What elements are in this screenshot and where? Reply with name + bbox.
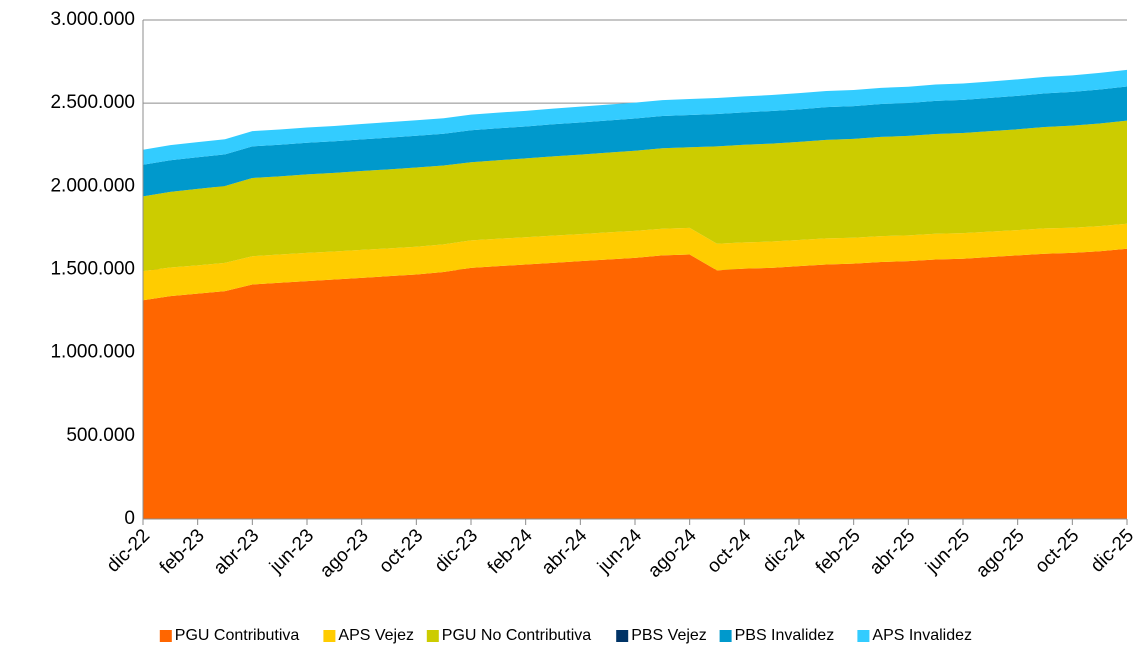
- y-tick-label: 2.500.000: [50, 92, 135, 113]
- x-tick-label: oct-25: [1031, 525, 1083, 577]
- legend-text: PGU Contributiva: [175, 627, 300, 644]
- legend-swatch: [719, 630, 732, 642]
- x-tick-label: dic-23: [431, 525, 482, 576]
- y-tick-label: 1.500.000: [50, 259, 135, 280]
- legend-text: PBS Invalidez: [735, 627, 835, 644]
- x-tick-label: dic-24: [759, 525, 811, 577]
- x-tick-label: feb-23: [156, 525, 209, 578]
- y-tick-label: 3.000.000: [50, 9, 135, 30]
- x-tick-label: dic-25: [1087, 525, 1135, 576]
- x-tick-label: ago-23: [316, 525, 373, 582]
- area: [143, 248, 1127, 520]
- legend-text: APS Vejez: [338, 627, 414, 644]
- y-tick-label: 1.000.000: [50, 342, 135, 363]
- area: [143, 86, 1127, 197]
- y-tick-label: 500.000: [66, 425, 135, 446]
- x-tick-label: feb-25: [812, 525, 865, 578]
- legend-swatch: [426, 630, 439, 642]
- y-tick-label: 2.000.000: [50, 175, 135, 196]
- legend-text: PBS Vejez: [631, 627, 707, 644]
- x-tick-label: jun-24: [593, 525, 646, 578]
- legend-swatch: [323, 630, 336, 642]
- x-tick-label: feb-24: [484, 525, 537, 578]
- x-tick-label: jun-23: [265, 525, 318, 578]
- legend-swatch: [857, 630, 870, 642]
- y-tick-label: 0: [124, 508, 135, 529]
- area: [143, 69, 1127, 165]
- legend-text: APS Invalidez: [872, 627, 972, 644]
- x-tick-label: dic-22: [103, 525, 154, 576]
- legend-text: PGU No Contributiva: [442, 627, 591, 644]
- x-tick-label: ago-24: [644, 525, 701, 582]
- x-tick-label: oct-23: [375, 525, 427, 577]
- x-tick-label: abr-25: [866, 525, 920, 579]
- x-tick-label: jun-25: [921, 525, 974, 578]
- x-tick-label: abr-23: [210, 525, 264, 579]
- x-tick-label: ago-25: [972, 525, 1029, 582]
- x-tick-label: abr-24: [538, 525, 592, 579]
- area: [143, 223, 1127, 301]
- legend: PGU Contributiva APS Vejez PGU No Contribu…: [159, 627, 972, 644]
- legend-swatch: [616, 630, 629, 642]
- x-tick-label: oct-24: [703, 525, 755, 577]
- area: [143, 120, 1127, 272]
- legend-swatch: [159, 630, 172, 642]
